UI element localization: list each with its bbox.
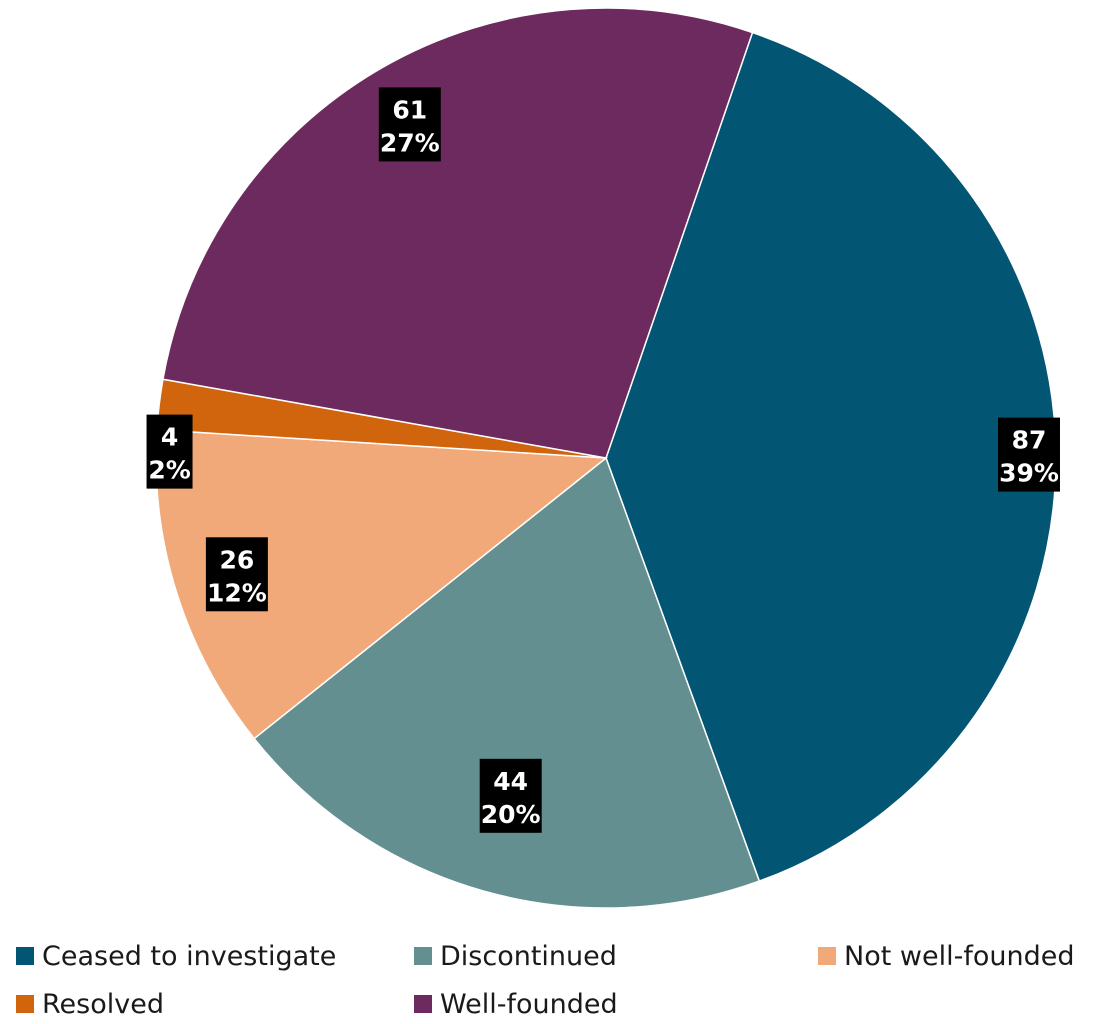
pie-slice-discontinued[interactable]: [253, 456, 761, 909]
data-label-box: [146, 414, 193, 489]
data-label-resolved: 42%: [146, 414, 193, 489]
data-label-box: [205, 537, 268, 612]
data-label-box: [378, 87, 441, 162]
legend-swatch: [414, 947, 432, 965]
data-label-value: 61: [392, 95, 427, 124]
legend-swatch: [16, 947, 34, 965]
legend-swatch: [414, 995, 432, 1013]
legend-swatch: [818, 947, 836, 965]
chart-legend: Ceased to investigate Discontinued Not w…: [0, 932, 1117, 1021]
data-label-box: [997, 417, 1060, 492]
legend-label: Ceased to investigate: [42, 940, 337, 972]
legend-item-discontinued[interactable]: Discontinued: [414, 936, 617, 976]
legend-label: Not well-founded: [844, 940, 1075, 972]
data-label-percent: 27%: [380, 128, 440, 157]
pie-slices: [155, 7, 1057, 909]
data-label-percent: 12%: [207, 578, 267, 607]
legend-item-ceased-to-investigate[interactable]: Ceased to investigate: [16, 936, 336, 976]
pie-slice-well-founded[interactable]: [162, 7, 754, 459]
legend-label: Well-founded: [440, 988, 618, 1020]
data-label-box: [479, 758, 542, 833]
legend-label: Discontinued: [440, 940, 617, 972]
data-label-percent: 20%: [481, 800, 541, 829]
legend-label: Resolved: [42, 988, 164, 1020]
legend-item-resolved[interactable]: Resolved: [16, 984, 164, 1024]
data-label-percent: 2%: [148, 456, 190, 485]
data-label-value: 87: [1012, 426, 1047, 455]
legend-swatch: [16, 995, 34, 1013]
legend-item-not-well-founded[interactable]: Not well-founded: [818, 936, 1074, 976]
data-label-value: 44: [493, 767, 528, 796]
data-label-value: 4: [161, 423, 178, 452]
legend-item-well-founded[interactable]: Well-founded: [414, 984, 618, 1024]
data-label-value: 26: [219, 545, 254, 574]
data-label-percent: 39%: [999, 459, 1059, 488]
